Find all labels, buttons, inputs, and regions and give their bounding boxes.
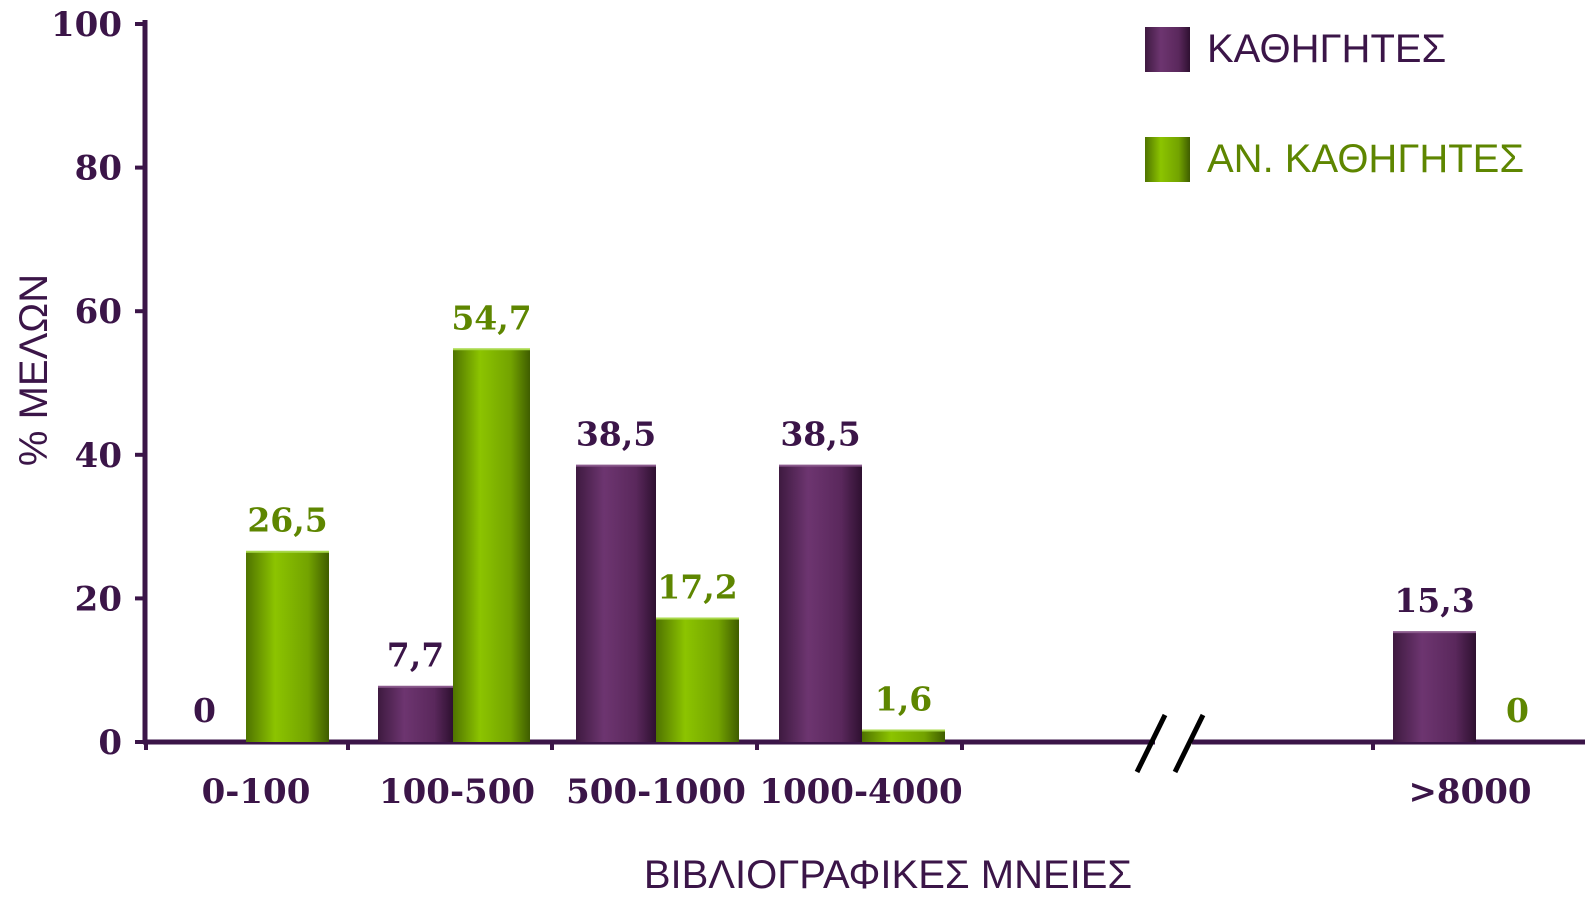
data-label-0-3: 38,5	[780, 415, 860, 454]
axis-break-mark	[1172, 713, 1206, 774]
legend-swatch-0	[1145, 27, 1190, 72]
bar-0-1	[378, 686, 453, 742]
axis-break-mark	[1134, 713, 1168, 774]
axes: 0 20 40 60 80 100 0-100 100-500 500-1000 1000-400…	[51, 5, 1585, 812]
y-tick-label: 80	[75, 149, 122, 189]
data-label-1-3: 1,6	[875, 680, 932, 719]
bar-0-2	[576, 465, 656, 742]
legend-swatch-1	[1145, 137, 1190, 182]
bar-1-0	[246, 551, 329, 742]
y-tick-label: 20	[75, 579, 122, 619]
category-label: 0-100	[202, 772, 311, 812]
legend-label-0: ΚΑΘΗΓΗΤΕΣ	[1207, 27, 1446, 71]
category-label: 500-1000	[566, 772, 746, 812]
y-tick-label: 40	[75, 436, 122, 476]
y-tick-label: 100	[51, 5, 122, 45]
data-label-1-1: 54,7	[451, 298, 531, 337]
y-tick-label: 60	[75, 292, 122, 332]
y-tick-label: 0	[98, 723, 122, 763]
data-label-1-0: 26,5	[247, 501, 327, 540]
x-axis-title: ΒΙΒΛΙΟΓΡΑΦΙΚΕΣ ΜΝΕΙΕΣ	[644, 853, 1132, 897]
category-label: >8000	[1408, 772, 1531, 812]
y-axis-title: % ΜΕΛΩΝ	[12, 274, 56, 466]
category-label: 1000-4000	[759, 772, 962, 812]
data-label-0-0: 0	[193, 691, 216, 730]
labels: 0 7,7 38,5 38,5 15,3 26,5 54,7 17,2 1,6 0	[193, 298, 1529, 730]
category-label: 100-500	[379, 772, 535, 812]
bar-1-1	[453, 349, 530, 742]
bar-1-3	[862, 730, 945, 742]
data-label-0-4: 15,3	[1394, 581, 1474, 620]
data-label-0-1: 7,7	[387, 636, 444, 675]
data-label-1-4: 0	[1506, 691, 1529, 730]
bars	[246, 348, 1476, 742]
data-label-1-2: 17,2	[657, 568, 737, 607]
bar-0-4	[1393, 632, 1476, 742]
data-label-0-2: 38,5	[576, 415, 656, 454]
legend: ΚΑΘΗΓΗΤΕΣ ΑΝ. ΚΑΘΗΓΗΤΕΣ	[1145, 27, 1524, 182]
legend-label-1: ΑΝ. ΚΑΘΗΓΗΤΕΣ	[1207, 137, 1524, 181]
bar-0-3	[779, 465, 862, 742]
bar-1-2	[656, 618, 739, 742]
